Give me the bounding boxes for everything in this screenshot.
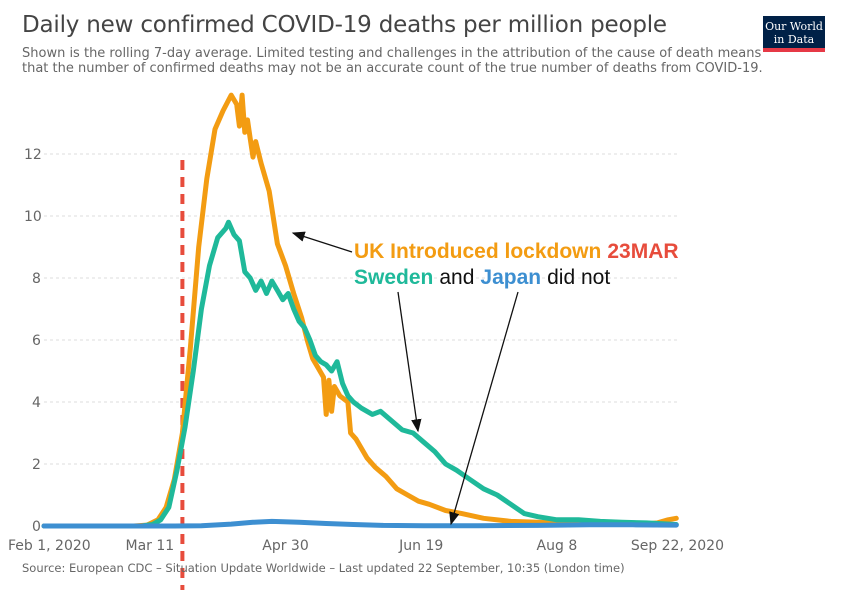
x-tick-label-2: Apr 30 (262, 538, 308, 554)
arrow-to-sweden (397, 291, 422, 433)
annotation-did-not: did not (547, 266, 610, 289)
y-tick-label-0: 0 (32, 519, 41, 535)
x-tick-label-0: Feb 1, 2020 (8, 538, 91, 554)
x-axis-ticks: Feb 1, 2020 Mar 11 Apr 30 Jun 19 Aug 8 Sep 22… (8, 538, 724, 554)
annotation-and: and (439, 266, 474, 289)
subtitle-line-2: that the number of confirmed deaths may … (22, 61, 763, 76)
owid-logo[interactable]: Our World in Data (763, 16, 825, 52)
annotation-arrows (291, 231, 519, 526)
y-tick-label-2: 2 (32, 457, 41, 473)
annotation-sweden: Sweden (354, 266, 433, 289)
x-tick-label-4: Aug 8 (537, 538, 578, 554)
arrow-to-japan (449, 291, 519, 526)
series-lines (41, 92, 679, 529)
annotation-date: 23MAR (607, 240, 678, 263)
chart-subtitle: Shown is the rolling 7-day average. Limi… (22, 46, 792, 76)
arrow-to-uk (291, 231, 353, 253)
annotation-line-1: UK Introduced lockdown 23MAR (354, 240, 679, 263)
series-line-japan (41, 518, 679, 529)
x-tick-label-5: Sep 22, 2020 (631, 538, 724, 554)
series-line-united-kingdom (41, 92, 679, 529)
gridlines (44, 153, 679, 465)
source-note: Source: European CDC – Situation Update … (22, 561, 625, 575)
logo-line-2: in Data (773, 33, 815, 46)
x-tick-label-1: Mar 11 (125, 538, 174, 554)
logo-line-1: Our World (765, 20, 823, 33)
annotation-line-2: Sweden and Japan did not (354, 266, 610, 289)
annotation-japan: Japan (480, 266, 541, 289)
y-tick-label-8: 8 (32, 271, 41, 287)
subtitle-line-1: Shown is the rolling 7-day average. Limi… (22, 46, 762, 61)
y-tick-label-6: 6 (32, 333, 41, 349)
y-tick-label-4: 4 (32, 395, 41, 411)
series-line-sweden (41, 219, 679, 529)
y-axis-ticks: 0 2 4 6 8 10 12 (24, 147, 42, 535)
x-tick-label-3: Jun 19 (398, 538, 443, 554)
y-tick-label-12: 12 (24, 147, 42, 163)
annotation-uk: UK Introduced lockdown (354, 240, 601, 263)
chart-title: Daily new confirmed COVID-19 deaths per … (22, 12, 667, 38)
y-tick-label-10: 10 (24, 209, 42, 225)
